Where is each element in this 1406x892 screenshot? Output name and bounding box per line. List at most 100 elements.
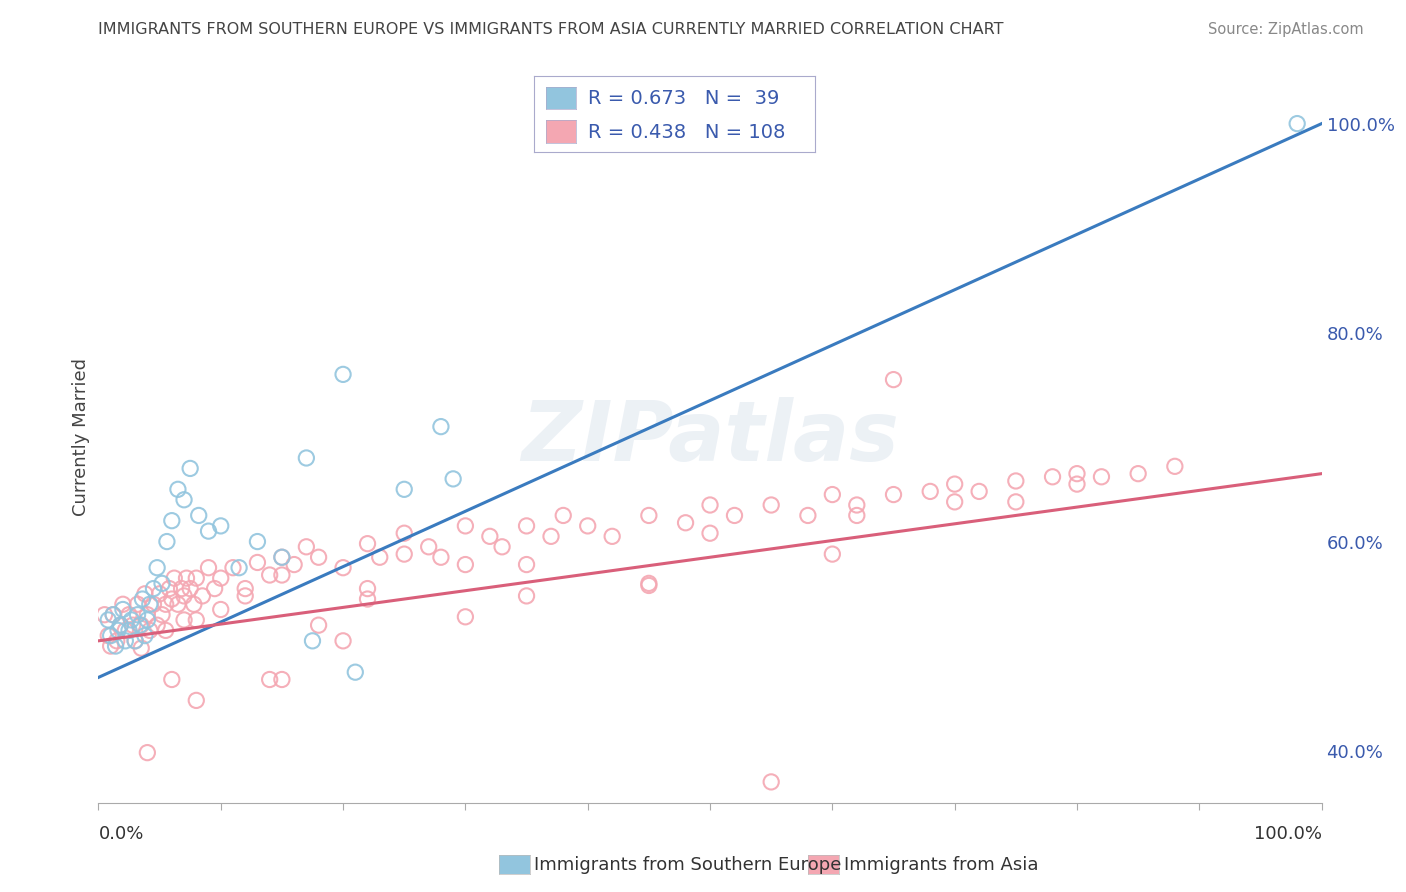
Point: [1066, 477, 1088, 491]
Point: [157, 582, 180, 596]
Text: Immigrants from Asia: Immigrants from Asia: [844, 856, 1038, 874]
Point: [160, 673, 183, 687]
Point: [183, 597, 205, 611]
Point: [270, 550, 294, 565]
Point: [845, 508, 868, 523]
Point: [723, 508, 745, 523]
Point: [454, 609, 477, 624]
Point: [344, 665, 367, 680]
Point: [430, 419, 453, 434]
Point: [100, 639, 122, 653]
Point: [540, 529, 562, 543]
Point: [170, 582, 193, 596]
Point: [127, 597, 149, 611]
Point: [129, 618, 152, 632]
Point: [233, 589, 256, 603]
Text: Source: ZipAtlas.com: Source: ZipAtlas.com: [1208, 22, 1364, 37]
Point: [308, 618, 330, 632]
Point: [97, 613, 120, 627]
Point: [301, 633, 323, 648]
Point: [675, 516, 697, 530]
Point: [392, 547, 416, 561]
Point: [121, 618, 143, 632]
Point: [176, 571, 198, 585]
Point: [120, 613, 142, 627]
Point: [100, 629, 122, 643]
Point: [111, 597, 134, 611]
Point: [110, 618, 132, 632]
Point: [441, 472, 464, 486]
Point: [150, 576, 173, 591]
Point: [179, 461, 201, 475]
Point: [368, 550, 391, 565]
Point: [295, 450, 318, 465]
Point: [134, 629, 156, 643]
Point: [167, 483, 190, 497]
Point: [186, 571, 208, 585]
Point: [356, 582, 378, 596]
Point: [134, 587, 156, 601]
Point: [142, 582, 165, 596]
Point: [699, 498, 721, 512]
Point: [136, 607, 159, 622]
Point: [283, 558, 305, 572]
Text: 100.0%: 100.0%: [1254, 825, 1322, 843]
Point: [173, 492, 195, 507]
Point: [93, 607, 115, 622]
Point: [392, 526, 416, 541]
Point: [136, 613, 159, 627]
Point: [270, 673, 294, 687]
Point: [246, 556, 269, 570]
Point: [392, 483, 416, 497]
Point: [131, 592, 153, 607]
Point: [179, 582, 201, 596]
Point: [761, 498, 783, 512]
Point: [967, 484, 990, 499]
Point: [173, 589, 195, 603]
Point: [1090, 470, 1112, 484]
Point: [124, 633, 146, 648]
Point: [515, 519, 537, 533]
Point: [638, 508, 661, 523]
Point: [356, 536, 378, 550]
Point: [1128, 467, 1150, 481]
Point: [1004, 474, 1026, 488]
Text: IMMIGRANTS FROM SOUTHERN EUROPE VS IMMIGRANTS FROM ASIA CURRENTLY MARRIED CORREL: IMMIGRANTS FROM SOUTHERN EUROPE VS IMMIG…: [98, 22, 1004, 37]
Point: [129, 641, 152, 656]
Point: [146, 618, 169, 632]
Point: [228, 560, 250, 574]
Point: [883, 373, 905, 387]
Point: [187, 508, 209, 523]
Point: [209, 602, 232, 616]
Point: [111, 602, 134, 616]
Point: [1004, 495, 1026, 509]
Point: [139, 624, 162, 638]
Point: [454, 519, 477, 533]
Point: [204, 582, 226, 596]
Point: [515, 589, 537, 603]
Point: [139, 597, 162, 611]
Point: [160, 592, 183, 607]
Point: [186, 613, 208, 627]
Point: [308, 550, 330, 565]
Point: [167, 597, 190, 611]
Point: [118, 624, 141, 638]
Point: [107, 624, 129, 638]
Point: [136, 746, 159, 760]
Point: [105, 633, 128, 648]
Point: [114, 633, 136, 648]
Point: [259, 673, 281, 687]
Point: [124, 633, 146, 648]
Point: [943, 495, 966, 509]
Point: [114, 624, 136, 638]
Point: [920, 484, 942, 499]
Point: [191, 589, 214, 603]
Point: [127, 607, 149, 622]
Point: [160, 514, 183, 528]
Point: [270, 568, 294, 582]
Y-axis label: Currently Married: Currently Married: [72, 358, 90, 516]
Point: [1164, 459, 1187, 474]
Point: [638, 578, 661, 592]
Point: [761, 775, 783, 789]
Point: [146, 560, 169, 574]
